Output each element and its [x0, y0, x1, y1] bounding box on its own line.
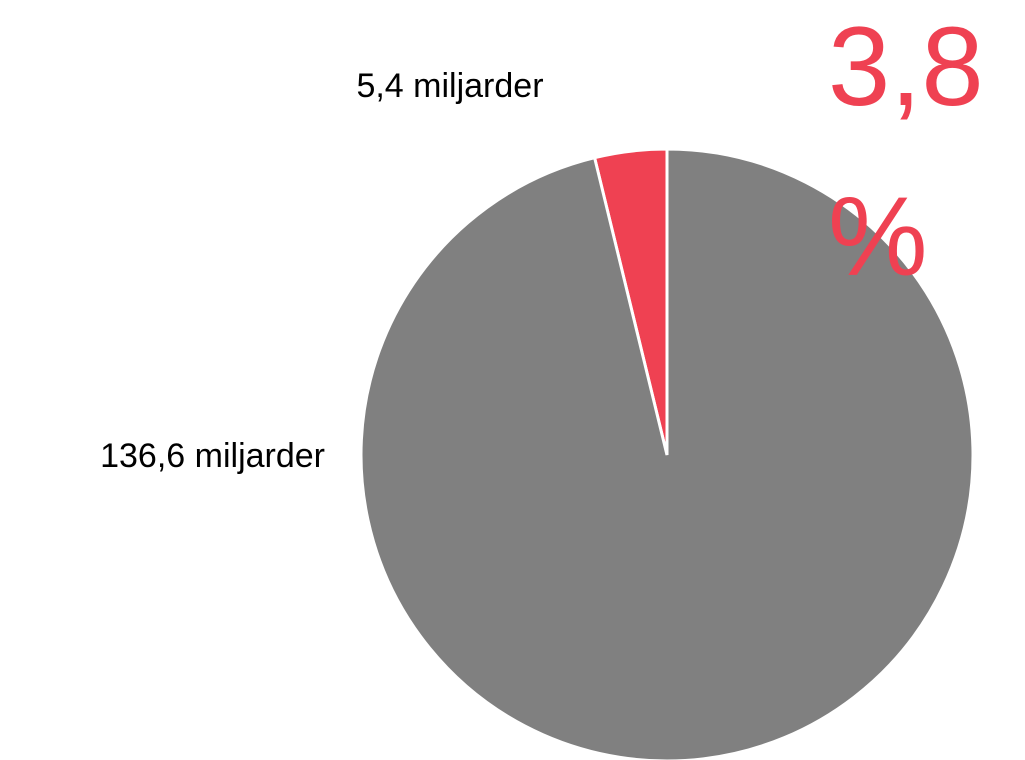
slice-label: 5,4 miljarder — [356, 67, 543, 105]
slice-label: 136,6 miljarder — [100, 437, 325, 475]
annotation: 3,8 % — [828, 4, 984, 299]
pie-slice — [359, 147, 975, 760]
